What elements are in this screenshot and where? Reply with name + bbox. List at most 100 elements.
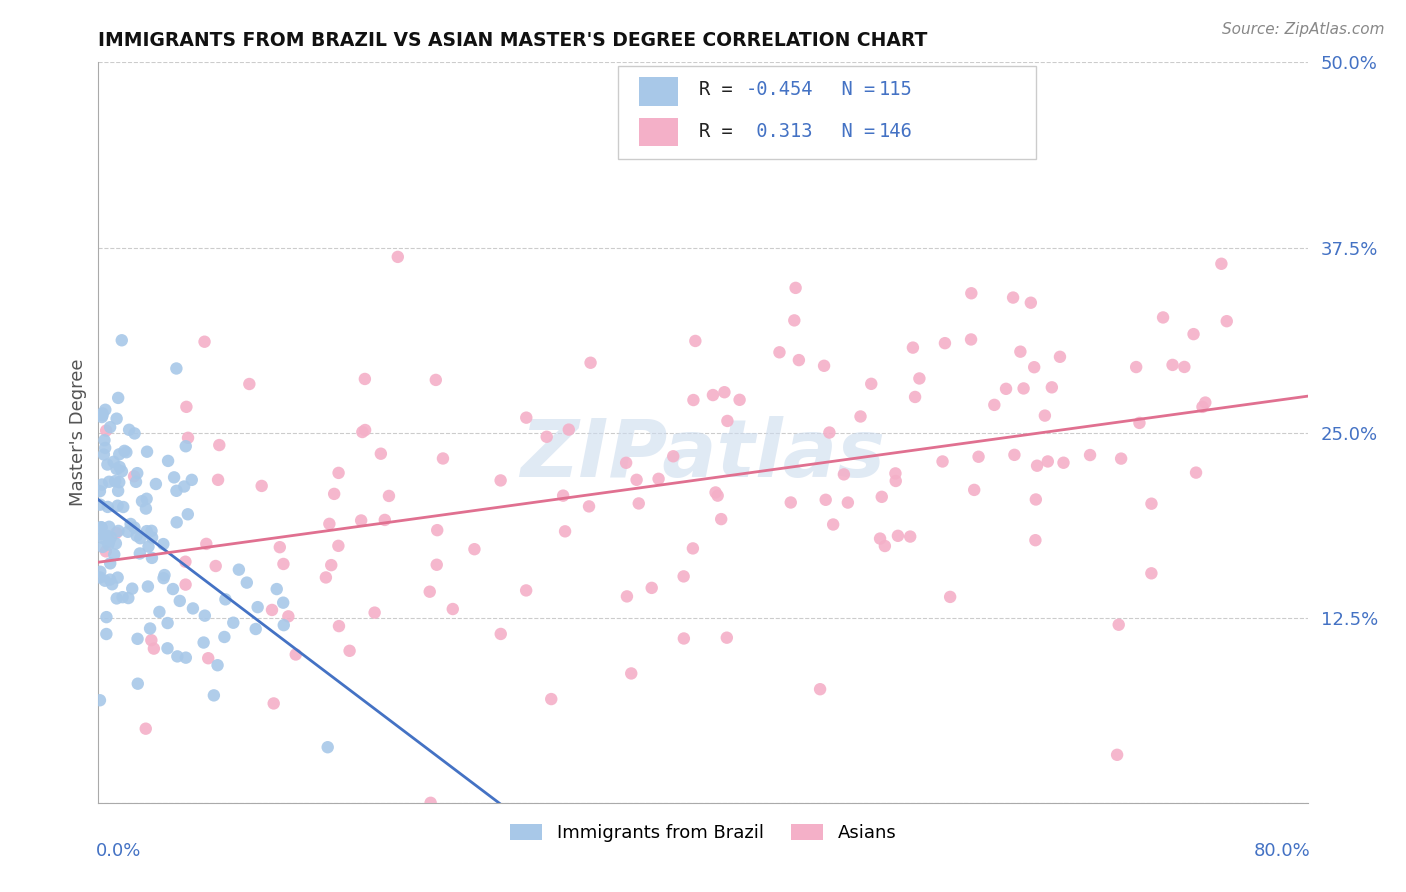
Point xyxy=(94,402,117,417)
Point xyxy=(1052,456,1074,470)
Point xyxy=(98,573,121,587)
Point xyxy=(114,443,136,458)
Point xyxy=(1040,380,1063,394)
Point xyxy=(193,635,215,649)
Point xyxy=(127,466,149,480)
Point xyxy=(245,622,267,636)
Point xyxy=(91,540,114,554)
Point xyxy=(142,641,165,656)
Point xyxy=(135,501,157,516)
Text: 80.0%: 80.0% xyxy=(1254,842,1310,860)
Point xyxy=(350,513,373,527)
Point xyxy=(873,539,896,553)
Point xyxy=(1024,533,1046,548)
Point xyxy=(463,542,485,557)
Point xyxy=(162,582,184,596)
Point xyxy=(983,398,1005,412)
Point xyxy=(107,524,129,538)
Point xyxy=(105,411,128,425)
Point xyxy=(887,529,910,543)
Point xyxy=(118,423,141,437)
Point xyxy=(125,475,148,489)
Point xyxy=(136,444,159,458)
Point xyxy=(107,499,129,513)
Point xyxy=(1036,454,1059,468)
Point xyxy=(174,555,197,569)
Point xyxy=(787,353,810,368)
Point xyxy=(246,600,269,615)
Point xyxy=(672,569,695,583)
Point xyxy=(90,410,112,425)
Point xyxy=(141,633,163,648)
Point xyxy=(869,532,891,546)
Point xyxy=(108,475,131,490)
Point xyxy=(614,456,637,470)
Point xyxy=(832,467,855,482)
Point xyxy=(284,648,307,662)
Point xyxy=(901,341,924,355)
Point xyxy=(627,496,650,510)
Point xyxy=(135,722,157,736)
Point xyxy=(808,682,831,697)
Text: N =: N = xyxy=(820,80,887,99)
Point xyxy=(94,441,117,455)
Point xyxy=(884,474,907,488)
Point xyxy=(111,590,134,604)
Point xyxy=(823,517,845,532)
Point xyxy=(1033,409,1056,423)
Point xyxy=(378,489,401,503)
Point xyxy=(89,570,111,584)
Point xyxy=(1024,360,1046,375)
Point xyxy=(91,406,114,420)
Point xyxy=(558,423,581,437)
Point xyxy=(939,590,962,604)
Point xyxy=(860,376,883,391)
Point xyxy=(616,590,638,604)
Point xyxy=(98,534,121,549)
Point xyxy=(273,557,295,571)
Point xyxy=(141,550,163,565)
Point xyxy=(98,420,121,434)
Point xyxy=(174,577,197,591)
Point xyxy=(177,431,200,445)
Point xyxy=(181,601,204,615)
Point xyxy=(328,539,350,553)
Point xyxy=(425,373,447,387)
Point xyxy=(103,455,125,469)
Point xyxy=(647,472,669,486)
Point xyxy=(662,450,685,464)
Point xyxy=(138,540,160,554)
Point xyxy=(97,538,120,552)
Point xyxy=(1216,314,1239,328)
Text: IMMIGRANTS FROM BRAZIL VS ASIAN MASTER'S DEGREE CORRELATION CHART: IMMIGRANTS FROM BRAZIL VS ASIAN MASTER'S… xyxy=(98,30,928,50)
Point xyxy=(107,483,129,498)
FancyBboxPatch shape xyxy=(638,78,678,105)
Point xyxy=(111,333,134,347)
Point xyxy=(704,485,727,500)
Point xyxy=(273,618,295,632)
Point xyxy=(101,577,124,591)
Point xyxy=(266,582,288,596)
Point xyxy=(166,516,188,530)
Point xyxy=(374,513,396,527)
Point xyxy=(197,651,219,665)
Point xyxy=(107,391,129,405)
Point xyxy=(193,334,215,349)
Point xyxy=(931,454,953,468)
Point xyxy=(515,583,537,598)
Point xyxy=(98,520,121,534)
Point xyxy=(1002,448,1025,462)
Point xyxy=(121,582,143,596)
Point xyxy=(131,494,153,508)
Point xyxy=(111,464,134,478)
Point xyxy=(785,281,807,295)
Point xyxy=(898,530,921,544)
Point xyxy=(214,630,236,644)
Point xyxy=(145,477,167,491)
Point xyxy=(1026,458,1049,473)
Point xyxy=(323,487,346,501)
Point xyxy=(122,469,145,483)
Point xyxy=(207,658,229,673)
Legend: Immigrants from Brazil, Asians: Immigrants from Brazil, Asians xyxy=(502,816,904,849)
FancyBboxPatch shape xyxy=(638,119,678,146)
